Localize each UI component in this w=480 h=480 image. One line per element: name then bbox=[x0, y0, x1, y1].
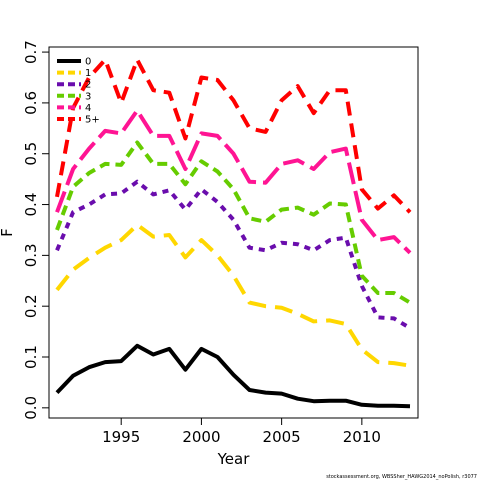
x-tick-label: 2010 bbox=[343, 428, 381, 446]
y-tick-label: 0.0 bbox=[22, 396, 40, 420]
x-axis-title: Year bbox=[217, 450, 251, 468]
y-axis: 0.0 0.1 0.2 0.3 0.4 0.5 0.6 0.7 bbox=[22, 40, 49, 420]
series-line-1 bbox=[55, 222, 411, 368]
x-tick-label: 2000 bbox=[182, 428, 220, 446]
series-line-3 bbox=[55, 140, 412, 305]
y-tick-label: 0.7 bbox=[22, 40, 40, 64]
series-layer bbox=[55, 57, 412, 409]
series-line-0 bbox=[55, 343, 411, 409]
legend-label: 0 bbox=[85, 57, 91, 68]
legend-label: 3 bbox=[85, 91, 91, 102]
footnote: stockassessment.org, WBSSher_HAWG2014_no… bbox=[326, 474, 477, 480]
y-tick-label: 0.2 bbox=[22, 294, 40, 318]
series-line-4 bbox=[55, 108, 412, 255]
plot-frame bbox=[48, 46, 419, 419]
legend-label: 1 bbox=[85, 68, 91, 79]
y-tick-label: 0.6 bbox=[22, 91, 40, 115]
y-axis-title: F bbox=[0, 228, 16, 237]
series-line-5 bbox=[55, 57, 412, 214]
series-line-2 bbox=[55, 179, 412, 330]
x-axis: 1995 2000 2005 2010 bbox=[102, 418, 381, 446]
y-tick-label: 0.3 bbox=[22, 243, 40, 267]
legend-label: 2 bbox=[85, 80, 91, 91]
x-tick-label: 1995 bbox=[102, 428, 140, 446]
y-tick-label: 0.4 bbox=[22, 193, 40, 217]
legend-label: 5+ bbox=[85, 115, 100, 126]
x-tick-label: 2005 bbox=[263, 428, 301, 446]
legend-label: 4 bbox=[85, 103, 91, 114]
y-tick-label: 0.1 bbox=[22, 345, 40, 369]
y-tick-label: 0.5 bbox=[22, 142, 40, 166]
